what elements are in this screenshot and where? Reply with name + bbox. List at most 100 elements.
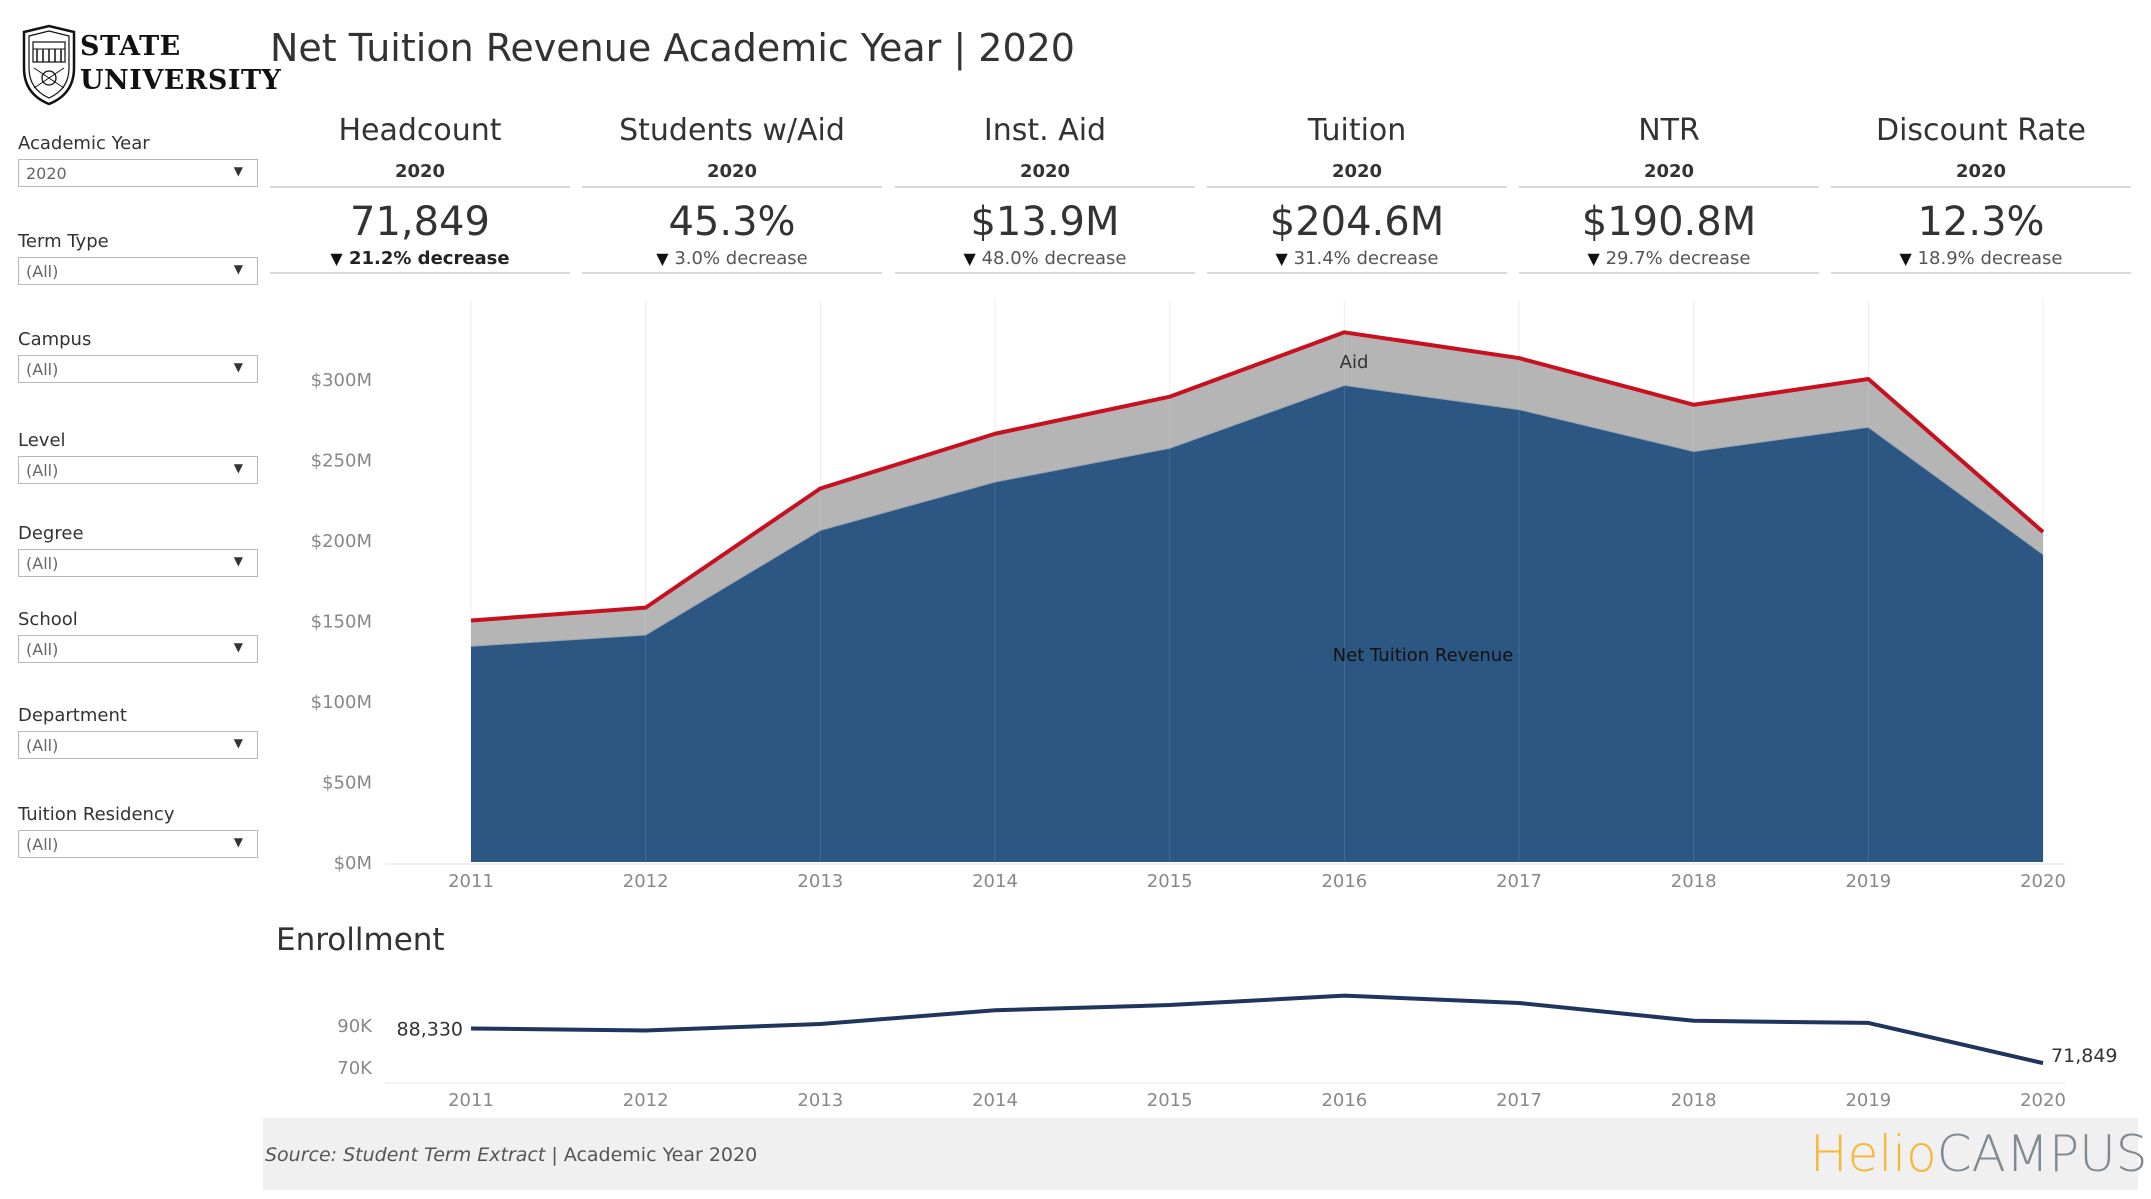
source-rest: | Academic Year 2020 (545, 1144, 758, 1166)
enrollment-x-tick: 2020 (2020, 1090, 2066, 1111)
filter-label: Level (18, 430, 66, 451)
heliocampus-logo: HelioCAMPUS (1810, 1125, 2147, 1183)
x-tick-label: 2016 (1321, 871, 1367, 892)
dropdown-arrow-icon: ▼ (233, 736, 243, 750)
dropdown-arrow-icon: ▼ (233, 554, 243, 568)
dropdown-arrow-icon: ▼ (233, 262, 243, 276)
down-triangle-icon: ▼ (330, 249, 343, 268)
kpi-tuition: Tuition 2020 $204.6M ▼ 31.4% decrease (1207, 108, 1507, 274)
x-tick-label: 2020 (2020, 871, 2066, 892)
kpi-inst-aid: Inst. Aid 2020 $13.9M ▼ 48.0% decrease (895, 108, 1195, 274)
filter-school: School (All) ▼ (18, 608, 258, 663)
kpi-change: ▼ 21.2% decrease (270, 248, 570, 269)
filter-academic-year: Academic Year 2020 ▼ (18, 132, 258, 187)
filter-term-type: Term Type (All) ▼ (18, 230, 258, 285)
kpi-change: ▼ 31.4% decrease (1207, 248, 1507, 269)
level-dropdown[interactable]: (All) ▼ (18, 456, 258, 484)
dropdown-arrow-icon: ▼ (233, 835, 243, 849)
dropdown-value: 2020 (26, 164, 67, 183)
academic-year-dropdown[interactable]: 2020 ▼ (18, 159, 258, 187)
dropdown-value: (All) (26, 461, 59, 480)
kpi-discount-rate: Discount Rate 2020 12.3% ▼ 18.9% decreas… (1831, 108, 2131, 274)
filter-label: Degree (18, 523, 84, 544)
term-type-dropdown[interactable]: (All) ▼ (18, 257, 258, 285)
filter-level: Level (All) ▼ (18, 429, 258, 484)
kpi-title: Tuition (1307, 113, 1407, 148)
down-triangle-icon: ▼ (1587, 249, 1600, 268)
filter-label: School (18, 609, 78, 630)
ntr-series-label: Net Tuition Revenue (1333, 645, 1514, 666)
dropdown-arrow-icon: ▼ (233, 360, 243, 374)
department-dropdown[interactable]: (All) ▼ (18, 731, 258, 759)
kpi-change: ▼ 18.9% decrease (1831, 248, 2131, 269)
filter-campus: Campus (All) ▼ (18, 328, 258, 383)
y-tick-label: $150M (311, 612, 372, 633)
kpi-card: $190.8M ▼ 29.7% decrease (1519, 186, 1819, 274)
x-tick-label: 2014 (972, 871, 1018, 892)
filter-degree: Degree (All) ▼ (18, 522, 258, 577)
kpi-card: 45.3% ▼ 3.0% decrease (582, 186, 882, 274)
dropdown-value: (All) (26, 736, 59, 755)
heliocampus-logo-part1: Helio (1810, 1125, 1937, 1183)
y-tick-label: $200M (311, 531, 372, 552)
enrollment-title: Enrollment (276, 922, 445, 958)
logo-text-line2: UNIVERSITY (80, 65, 282, 96)
enrollment-x-tick: 2017 (1496, 1090, 1542, 1111)
enrollment-first-label: 88,330 (397, 1019, 463, 1041)
filter-department: Department (All) ▼ (18, 704, 258, 759)
kpi-card: $13.9M ▼ 48.0% decrease (895, 186, 1195, 274)
page-title: Net Tuition Revenue Academic Year | 2020 (270, 26, 1075, 70)
down-triangle-icon: ▼ (1899, 249, 1912, 268)
tuition-residency-dropdown[interactable]: (All) ▼ (18, 830, 258, 858)
kpi-change-text: 31.4% decrease (1293, 248, 1439, 269)
filter-label: Tuition Residency (18, 804, 175, 825)
kpi-change-text: 18.9% decrease (1917, 248, 2063, 269)
y-tick-label: $0M (334, 853, 372, 874)
x-tick-label: 2018 (1671, 871, 1717, 892)
shield-icon (22, 24, 76, 106)
down-triangle-icon: ▼ (1275, 249, 1288, 268)
ntr-area-chart[interactable]: $0M $50M $100M $150M $200M $250M $300M 2011 2012… (0, 0, 2151, 900)
kpi-value: $190.8M (1581, 199, 1757, 245)
down-triangle-icon: ▼ (963, 249, 976, 268)
filter-tuition-residency: Tuition Residency (All) ▼ (18, 803, 258, 858)
kpi-title: NTR (1638, 113, 1700, 148)
enrollment-x-tick: 2014 (972, 1090, 1018, 1111)
school-dropdown[interactable]: (All) ▼ (18, 635, 258, 663)
tuition-total-line (470, 330, 2045, 623)
degree-dropdown[interactable]: (All) ▼ (18, 549, 258, 577)
filter-label: Academic Year (18, 133, 150, 154)
aid-series-label: Aid (1340, 352, 1369, 373)
x-tick-label: 2017 (1496, 871, 1542, 892)
kpi-year: 2020 (706, 161, 758, 182)
kpi-change-text: 48.0% decrease (981, 248, 1127, 269)
filter-label: Department (18, 705, 127, 726)
logo-text-line1: STATE (80, 31, 181, 62)
dropdown-arrow-icon: ▼ (233, 640, 243, 654)
kpi-title: Students w/Aid (619, 113, 845, 148)
dropdown-value: (All) (26, 262, 59, 281)
kpi-change-text: 21.2% decrease (348, 248, 510, 269)
dropdown-value: (All) (26, 360, 59, 379)
down-triangle-icon: ▼ (656, 249, 669, 268)
dropdown-arrow-icon: ▼ (233, 164, 243, 178)
y-tick-label: $50M (322, 773, 372, 794)
source-note: Source: Student Term Extract | Academic … (265, 1144, 757, 1166)
enrollment-line-chart[interactable]: 70K 90K 2011 2012 2013 2014 2015 2016 2017 2018 20… (0, 950, 2151, 1120)
kpi-value: 12.3% (1917, 199, 2045, 245)
kpi-change-text: 3.0% decrease (674, 248, 808, 269)
source-italic: Source: Student Term Extract (265, 1144, 546, 1166)
kpi-card: $204.6M ▼ 31.4% decrease (1207, 186, 1507, 274)
x-tick-label: 2012 (623, 871, 669, 892)
campus-dropdown[interactable]: (All) ▼ (18, 355, 258, 383)
y-tick-label: $100M (311, 692, 372, 713)
enrollment-x-tick: 2016 (1321, 1090, 1367, 1111)
enrollment-last-label: 71,849 (2051, 1045, 2117, 1067)
kpi-value: $204.6M (1269, 199, 1445, 245)
kpi-students-with-aid: Students w/Aid 2020 45.3% ▼ 3.0% decreas… (582, 108, 882, 274)
enrollment-x-tick: 2013 (797, 1090, 843, 1111)
enrollment-x-tick: 2019 (1845, 1090, 1891, 1111)
kpi-value: 71,849 (350, 199, 490, 245)
kpi-year: 2020 (1643, 161, 1695, 182)
x-tick-label: 2011 (448, 871, 494, 892)
